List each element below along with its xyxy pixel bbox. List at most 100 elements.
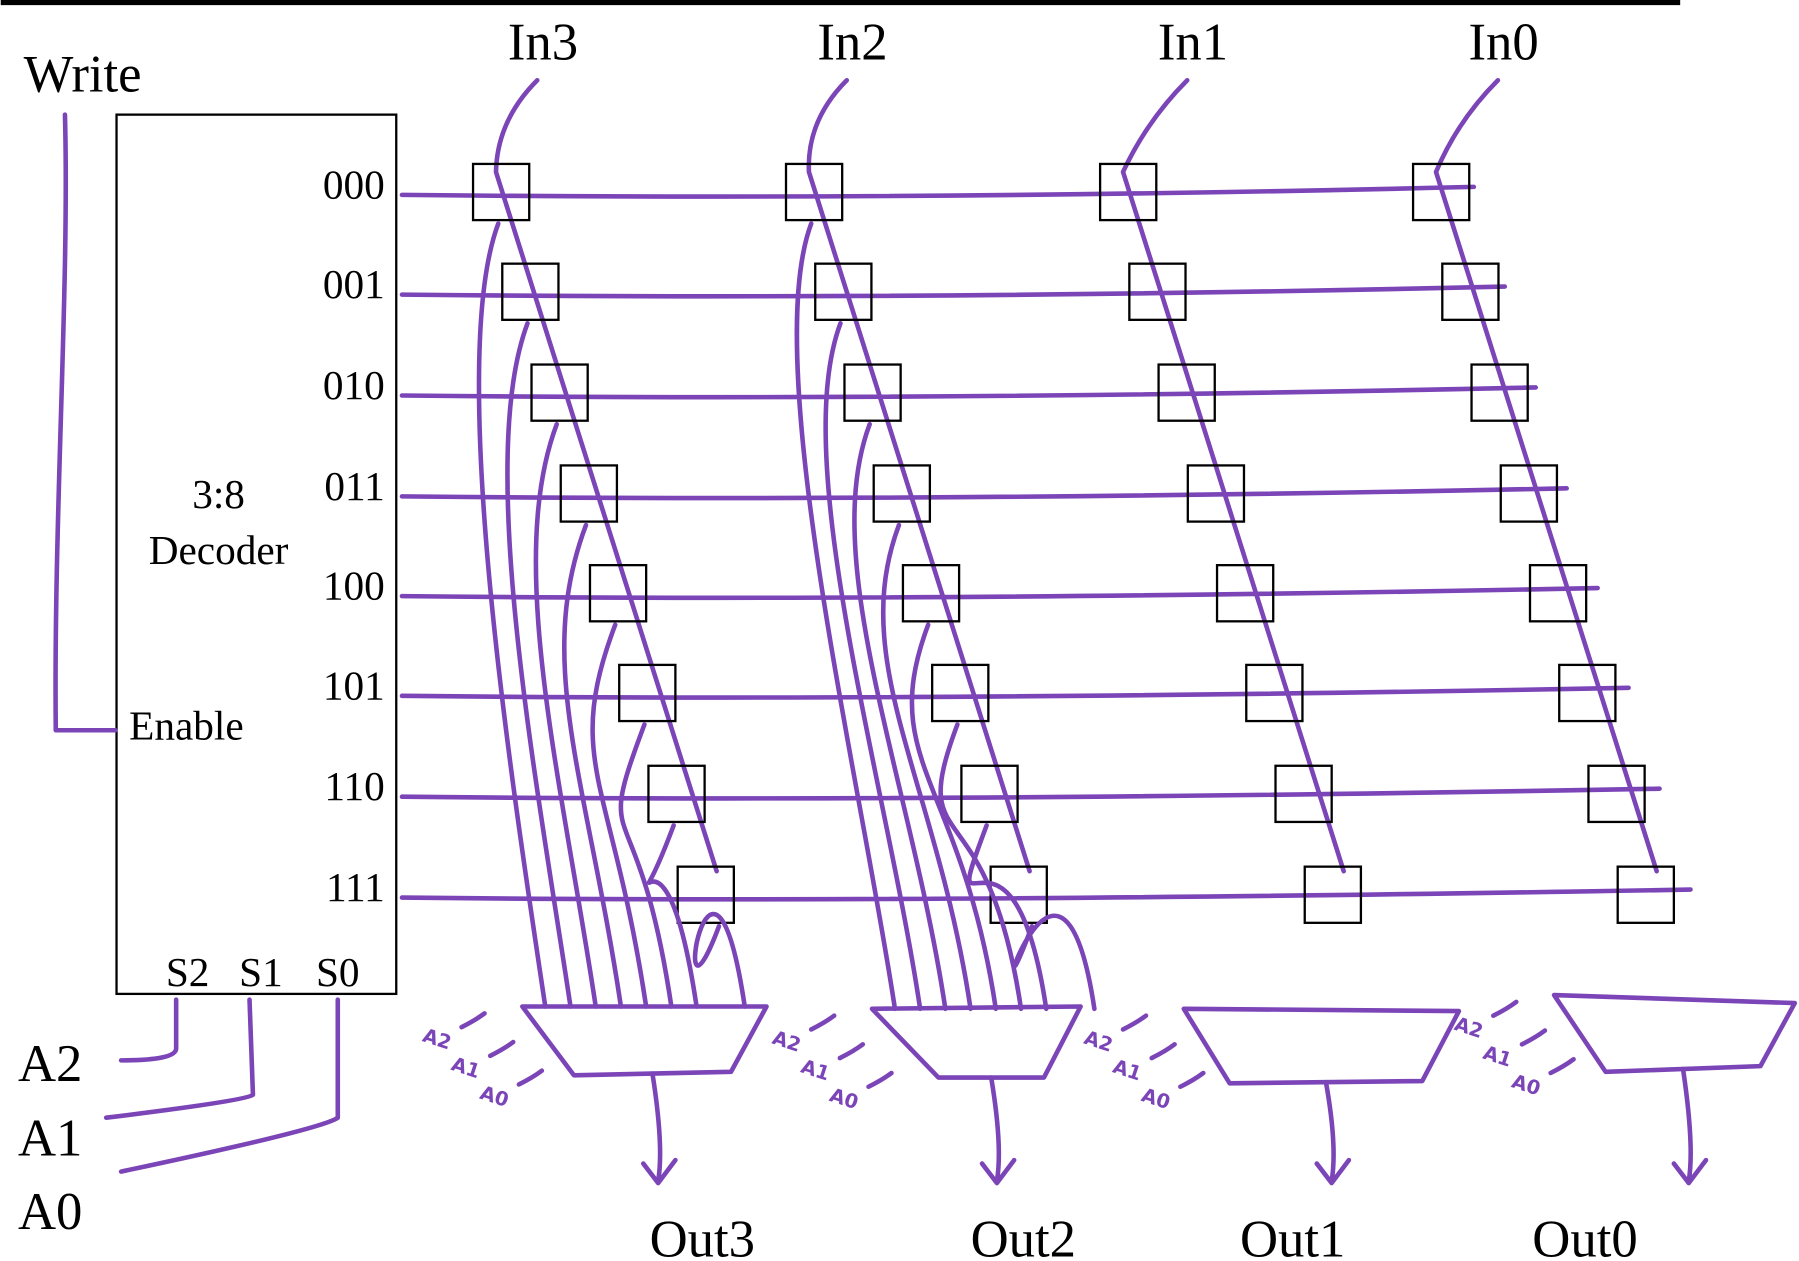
output-label: Out1 [1240,1210,1345,1261]
cell [1128,262,1187,321]
word-line [399,685,1631,700]
cell [1616,865,1676,924]
cell-output [476,221,548,1009]
input-label: In1 [1158,14,1228,72]
mux-select-label: A2 [1081,1026,1115,1057]
row-label: 011 [324,463,384,509]
bit-line [1120,77,1347,874]
word-line [399,786,1662,801]
cell-output [794,221,898,1012]
mux-select-label: A2 [1452,1012,1486,1043]
address-label: A0 [18,1183,82,1241]
mux-select-tick [1149,1042,1177,1061]
mux-select-tick [837,1042,866,1061]
output-label: Out0 [1532,1210,1637,1261]
mux-select-tick [1491,999,1519,1018]
mux [869,1004,1083,1080]
mux-select-tick [1548,1056,1576,1076]
mux-output [1671,1066,1709,1186]
row-label: 111 [326,864,385,910]
cell [784,162,844,222]
cell [1441,262,1500,321]
mux-output [979,1075,1017,1186]
select-label: S0 [316,949,360,995]
cell-output [880,522,973,1012]
cell [1587,764,1646,824]
cell-output [590,622,649,1009]
word-line [399,284,1508,299]
cell [872,464,932,523]
mux-select-label: A2 [770,1026,804,1057]
cell [1215,564,1275,623]
mux-select-label: A0 [827,1083,861,1114]
cell [1274,764,1333,824]
cell-output [533,421,599,1009]
mux-select-label: A1 [1110,1055,1144,1086]
word-line [399,585,1600,601]
decoder-box [115,113,398,996]
cell-output [505,320,573,1009]
output-label: Out2 [971,1210,1076,1261]
mux-select-tick [487,1039,516,1059]
word-line [399,887,1693,902]
select-label: S1 [239,949,283,995]
cell [1098,162,1158,222]
cell [676,865,735,924]
word-line [399,385,1539,400]
cell [901,564,961,623]
mux-select-label: A2 [420,1024,454,1055]
cell [1528,564,1588,623]
cell [1558,663,1617,723]
mux-select-label: A0 [1139,1083,1173,1114]
cell-output [618,722,674,1009]
cell [647,764,706,824]
cell [559,464,619,523]
word-line [399,184,1477,199]
select-wire [118,997,341,1174]
cell [1186,464,1246,523]
mux-select-tick [808,1013,837,1032]
write-wire [53,112,118,733]
cell [618,663,677,723]
input-label: In3 [508,14,578,72]
cell [1245,663,1304,723]
mux [1181,1006,1462,1086]
address-label: A1 [18,1110,82,1168]
cell [1157,363,1216,422]
cell [530,363,589,422]
mux-select-tick [1519,1028,1548,1047]
select-wire [118,997,179,1063]
mux-select-tick [459,1011,487,1030]
cell [1411,162,1471,222]
mux [1551,992,1798,1075]
mux-select-label: A0 [477,1081,511,1112]
cell [501,262,560,321]
decoder-title: 3:8 [192,471,245,517]
row-label: 001 [323,261,385,307]
mux-select-label: A1 [1480,1041,1514,1072]
row-label: 101 [323,662,385,708]
enable-label: Enable [129,702,244,748]
bit-line [806,77,1032,874]
write-label: Write [24,46,142,104]
mux-select-tick [516,1068,545,1087]
cell [814,262,873,321]
cell [931,663,990,723]
row-label: 110 [324,763,384,809]
mux-output [1314,1079,1352,1186]
cell [1470,363,1529,422]
cell-output [852,421,948,1012]
cell [960,764,1019,824]
decoder-title: Decoder [149,527,289,573]
output-label: Out3 [650,1210,755,1261]
bit-line [1433,77,1659,874]
mux-select-label: A0 [1509,1070,1543,1101]
mux-select-label: A1 [798,1055,832,1086]
input-label: In2 [817,14,887,72]
mux-select-label: A1 [449,1052,483,1083]
cell-output [967,823,1049,1012]
row-label: 010 [323,362,385,408]
cell-output [1012,913,1097,1012]
